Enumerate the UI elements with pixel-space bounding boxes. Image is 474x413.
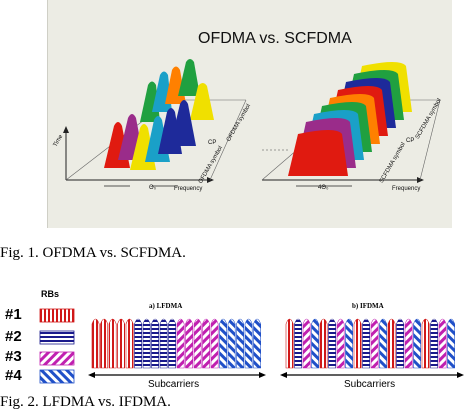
frequency-axis-label: Frequency xyxy=(174,186,203,192)
subcarrier-bar-rb3 xyxy=(210,318,219,369)
subcarrier-bar-rb4 xyxy=(413,318,421,369)
ifdma-subcarriers xyxy=(285,318,455,369)
subcarrier-bar-rb3 xyxy=(302,318,311,369)
subcarrier-bar-rb4 xyxy=(219,318,227,369)
ofdma-diagram xyxy=(63,59,247,187)
legend-label-rb1: #1 xyxy=(5,306,22,323)
cp-label-right: CP xyxy=(406,138,415,144)
subcarrier-bar-rb4 xyxy=(345,318,353,369)
ofdma-peak xyxy=(190,83,214,120)
depth-guide-right xyxy=(209,99,247,181)
subcarrier-bar-rb2 xyxy=(142,318,151,369)
ofdma-peak xyxy=(178,59,200,96)
subcarrier-bar-rb3 xyxy=(176,318,185,369)
legend-label-rb2: #2 xyxy=(5,328,22,345)
subcarrier-bar-rb4 xyxy=(244,318,253,369)
scfdma-diagram xyxy=(261,62,441,187)
figure-1-caption: Fig. 1. OFDMA vs. SCFDMA. xyxy=(0,245,186,261)
subcarrier-bar-rb4 xyxy=(253,318,261,369)
subcarrier-bar-rb4 xyxy=(311,318,319,369)
legend-label-rb4: #4 xyxy=(5,367,22,384)
legend-swatch-rb2 xyxy=(39,330,75,345)
legend-swatch-rb4 xyxy=(39,369,75,384)
subcarrier-bar-rb1 xyxy=(387,318,396,369)
legend-swatch-rb3 xyxy=(39,351,75,366)
bandwidth-label-right: 4Θ₀ xyxy=(318,185,329,191)
subcarrier-bar-rb2 xyxy=(396,318,404,369)
subcarrier-bar-rb3 xyxy=(185,318,193,369)
subcarrier-bar-rb4 xyxy=(379,318,387,369)
subcarrier-bar-rb1 xyxy=(91,318,100,369)
subcarrier-bar-rb3 xyxy=(404,318,413,369)
subcarrier-bar-rb4 xyxy=(236,318,244,369)
frequency-axis-label-right: Frequency xyxy=(392,186,421,192)
legend-label-rb3: #3 xyxy=(5,348,22,365)
frequency-axis-arrow xyxy=(207,177,214,183)
subcarrier-bar-rb4 xyxy=(227,318,236,369)
subcarrier-bar-rb3 xyxy=(370,318,379,369)
lfdma-subcarriers xyxy=(91,318,261,369)
subcarrier-bar-rb2 xyxy=(151,318,159,369)
subcarrier-bar-rb2 xyxy=(134,318,142,369)
frequency-axis-arrow-right xyxy=(417,177,424,183)
figure-2-caption: Fig. 2. LFDMA vs. IFDMA. xyxy=(0,394,171,410)
figure-1-title: OFDMA vs. SCFDMA xyxy=(198,30,352,47)
depth-guide-right-edge xyxy=(419,99,441,181)
subcarrier-bar-rb3 xyxy=(438,318,447,369)
subcarrier-bar-rb4 xyxy=(447,318,455,369)
subcarrier-bar-rb1 xyxy=(125,318,134,369)
panel-b-title: b) IFDMA xyxy=(352,302,384,310)
bandwidth-label: Θ₀ xyxy=(149,185,157,191)
subcarrier-bar-rb2 xyxy=(430,318,438,369)
scfdma-block xyxy=(288,130,348,176)
subcarrier-bar-rb2 xyxy=(328,318,336,369)
subcarrier-bar-rb1 xyxy=(117,318,125,369)
subcarrier-bar-rb1 xyxy=(421,318,430,369)
subcarrier-bar-rb2 xyxy=(168,318,176,369)
legend-title: RBs xyxy=(41,289,60,299)
subcarrier-bar-rb1 xyxy=(100,318,108,369)
ofdma-peak xyxy=(170,100,196,146)
subcarrier-bar-rb1 xyxy=(353,318,362,369)
subcarrier-axes xyxy=(88,372,464,378)
cp-label: CP xyxy=(208,140,217,146)
legend-swatch-rb1 xyxy=(39,308,75,323)
time-axis-arrow xyxy=(63,126,69,133)
subcarrier-bar-rb3 xyxy=(202,318,210,369)
subcarrier-bar-rb1 xyxy=(319,318,328,369)
subcarrier-bar-rb1 xyxy=(285,318,294,369)
subcarriers-label-a: Subcarriers xyxy=(148,379,200,390)
subcarrier-bar-rb3 xyxy=(336,318,345,369)
subcarrier-bar-rb2 xyxy=(294,318,302,369)
subcarrier-bar-rb1 xyxy=(108,318,117,369)
subcarrier-bar-rb3 xyxy=(193,318,202,369)
panel-a-title: a) LFDMA xyxy=(149,302,183,310)
subcarriers-label-b: Subcarriers xyxy=(344,379,396,390)
subcarrier-bar-rb2 xyxy=(159,318,168,369)
rb-legend xyxy=(39,308,75,384)
subcarrier-bar-rb2 xyxy=(362,318,370,369)
